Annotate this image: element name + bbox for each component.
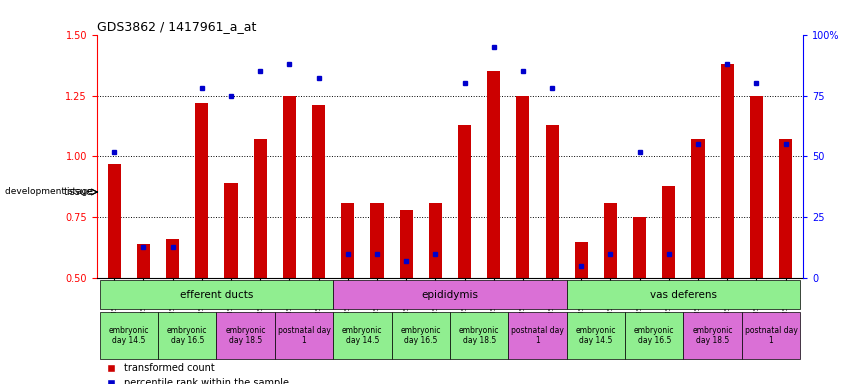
Bar (779, 139, 792, 278)
Bar (663, 186, 675, 278)
Text: embryonic
day 14.5: embryonic day 14.5 (108, 326, 149, 345)
Bar (429, 203, 442, 278)
Text: GDS3862 / 1417961_a_at: GDS3862 / 1417961_a_at (97, 20, 257, 33)
Text: postnatal day
1: postnatal day 1 (511, 326, 564, 345)
Bar (216, 312, 275, 359)
Bar (684, 312, 742, 359)
Bar (458, 125, 471, 278)
Bar (195, 103, 209, 278)
Bar (392, 312, 450, 359)
Bar (567, 312, 625, 359)
Text: vas deferens: vas deferens (650, 290, 717, 300)
Text: embryonic
day 16.5: embryonic day 16.5 (634, 326, 674, 345)
Legend: transformed count, percentile rank within the sample: transformed count, percentile rank withi… (102, 363, 289, 384)
Bar (166, 239, 179, 278)
Bar (399, 210, 413, 278)
Bar (633, 217, 646, 278)
Text: tissue: tissue (63, 187, 93, 197)
Text: embryonic
day 16.5: embryonic day 16.5 (400, 326, 441, 345)
Bar (137, 244, 150, 278)
Text: embryonic
day 16.5: embryonic day 16.5 (167, 326, 208, 345)
Text: efferent ducts: efferent ducts (180, 290, 253, 300)
Bar (108, 164, 121, 278)
Bar (450, 312, 508, 359)
Bar (487, 71, 500, 278)
Bar (567, 280, 801, 309)
Bar (333, 280, 567, 309)
Bar (508, 312, 567, 359)
Bar (254, 139, 267, 278)
Text: embryonic
day 18.5: embryonic day 18.5 (459, 326, 500, 345)
Bar (283, 96, 296, 278)
Bar (516, 96, 530, 278)
Bar (99, 312, 158, 359)
Bar (742, 312, 801, 359)
Text: embryonic
day 18.5: embryonic day 18.5 (225, 326, 266, 345)
Bar (341, 203, 354, 278)
Bar (275, 312, 333, 359)
Bar (604, 203, 617, 278)
Bar (546, 125, 558, 278)
Text: embryonic
day 14.5: embryonic day 14.5 (575, 326, 616, 345)
Text: embryonic
day 14.5: embryonic day 14.5 (342, 326, 383, 345)
Bar (99, 280, 333, 309)
Bar (625, 312, 684, 359)
Bar (333, 312, 392, 359)
Bar (225, 183, 237, 278)
Text: embryonic
day 18.5: embryonic day 18.5 (692, 326, 733, 345)
Bar (312, 105, 325, 278)
Text: postnatal day
1: postnatal day 1 (744, 326, 797, 345)
Bar (750, 96, 763, 278)
Text: postnatal day
1: postnatal day 1 (278, 326, 331, 345)
Bar (691, 139, 705, 278)
Bar (158, 312, 216, 359)
Bar (721, 64, 734, 278)
Bar (574, 242, 588, 278)
Bar (370, 203, 383, 278)
Text: epididymis: epididymis (421, 290, 479, 300)
Text: development stage: development stage (4, 187, 93, 197)
